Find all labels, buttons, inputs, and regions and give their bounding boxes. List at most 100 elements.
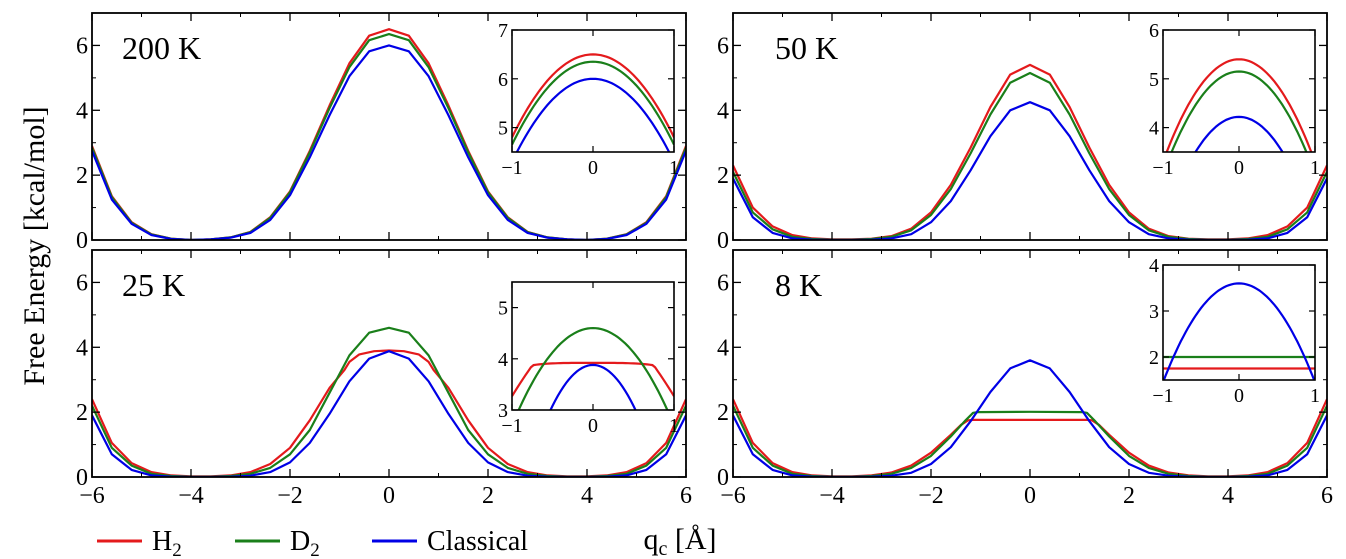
- x-tick-label: 0: [1024, 483, 1036, 509]
- panel-label: 25 K: [122, 267, 185, 303]
- inset-frame: [1162, 29, 1316, 153]
- legend: H2 D2 Classical: [97, 526, 528, 559]
- inset: −1 0 1 2 3 4: [1149, 255, 1320, 407]
- inset-series-line: [1165, 58, 1313, 152]
- x-tick-label: 0: [383, 483, 395, 509]
- series-line: [92, 350, 686, 477]
- x-axis-label-unit: [Å]: [667, 523, 716, 556]
- inset-frame: [1162, 264, 1316, 381]
- legend-label-subscript: 2: [310, 540, 320, 559]
- series-line: [733, 359, 1327, 477]
- inset-y-tick-label: 3: [1149, 301, 1159, 323]
- x-axis-label-subscript: c: [658, 538, 667, 559]
- panel-frame: [91, 12, 687, 241]
- inset: −1 0 1 4 5 6: [1149, 20, 1320, 179]
- legend-label-name: D: [290, 526, 310, 557]
- panel: 0 2 4 6 −6 −4 −2 0 2 4 6 8 K −1 0 1 2 3 4: [717, 249, 1333, 509]
- inset-series-line: [517, 326, 669, 410]
- x-tick-label: −2: [277, 483, 303, 509]
- y-tick-label: 2: [76, 400, 88, 426]
- inset-series-lines: [512, 53, 674, 152]
- y-tick-label: 0: [717, 228, 729, 254]
- inset-x-tick-label: −1: [501, 415, 522, 437]
- legend-entry: D2: [235, 526, 320, 559]
- y-tick-label: 2: [717, 163, 729, 189]
- legend-label-name: H: [152, 526, 172, 557]
- inset-x-tick-label: 0: [1234, 157, 1244, 179]
- inset-x-tick-label: −1: [1152, 157, 1173, 179]
- panel: 0 2 4 6 50 K −1 0 1 4 5 6: [717, 12, 1328, 254]
- y-tick-label: 6: [717, 33, 729, 59]
- inset-series-lines: [1165, 58, 1313, 152]
- inset-series-line: [515, 77, 671, 152]
- inset-x-tick-label: 0: [588, 157, 598, 179]
- y-tick-label: 4: [76, 98, 88, 124]
- inset-series-line: [512, 60, 674, 146]
- inset-series-line: [1163, 282, 1315, 380]
- inset-background: [512, 282, 674, 410]
- y-tick-label: 0: [717, 465, 729, 491]
- y-tick-label: 4: [76, 335, 88, 361]
- panel-frame: [91, 249, 687, 478]
- inset-x-tick-label: 1: [669, 415, 679, 437]
- x-tick-label: 6: [1321, 483, 1333, 509]
- series-line: [92, 28, 686, 240]
- legend-label-name: Classical: [427, 526, 528, 557]
- inset-y-tick-label: 5: [498, 298, 508, 320]
- x-tick-label: −6: [79, 483, 105, 509]
- y-tick-label: 6: [76, 33, 88, 59]
- inset-series-lines: [512, 326, 674, 410]
- x-tick-label: 2: [1123, 483, 1135, 509]
- inset-x-tick-label: −1: [501, 157, 522, 179]
- inset-y-tick-label: 4: [1149, 255, 1159, 277]
- x-axis-label: qc [Å]: [643, 523, 716, 559]
- panel-label: 200 K: [122, 30, 201, 66]
- inset-y-tick-label: 7: [498, 20, 508, 42]
- inset-y-tick-label: 6: [1149, 20, 1159, 42]
- inset-x-tick-label: 1: [669, 157, 679, 179]
- inset-background: [1163, 30, 1315, 152]
- inset-series-line: [1194, 115, 1284, 152]
- inset-background: [1163, 265, 1315, 380]
- inset-series-line: [512, 53, 674, 138]
- x-tick-label: −6: [720, 483, 746, 509]
- series-line: [92, 32, 686, 240]
- inset-y-tick-label: 4: [498, 349, 508, 371]
- inset-y-tick-label: 6: [498, 69, 508, 91]
- inset-series-lines: [1163, 282, 1315, 380]
- inset-series-line: [1170, 70, 1308, 152]
- x-axis-label-symbol: q: [643, 523, 658, 556]
- inset-background: [512, 30, 674, 152]
- series-line: [92, 44, 686, 240]
- inset-y-tick-label: 2: [1149, 347, 1159, 369]
- inset-y-tick-label: 3: [498, 400, 508, 422]
- panel: 0 2 4 6 200 K −1 0 1 5 6 7: [76, 12, 687, 254]
- x-tick-label: −2: [918, 483, 944, 509]
- inset-x-tick-label: 0: [588, 415, 598, 437]
- inset-series-line: [512, 361, 674, 397]
- legend-label-subscript: 2: [172, 540, 182, 559]
- y-axis-label: Free Energy [kcal/mol]: [18, 106, 51, 385]
- x-tick-label: 2: [482, 483, 494, 509]
- legend-entry: Classical: [372, 526, 528, 557]
- series-line: [733, 101, 1327, 240]
- inset-x-tick-label: 0: [1234, 385, 1244, 407]
- x-tick-label: −4: [178, 483, 204, 509]
- inset-series-line: [549, 363, 637, 410]
- series-line: [733, 405, 1327, 477]
- x-tick-label: 6: [680, 483, 692, 509]
- panel-frame: [732, 249, 1328, 478]
- y-tick-label: 4: [717, 335, 729, 361]
- inset-x-tick-label: 1: [1310, 385, 1320, 407]
- inset-x-tick-label: 1: [1310, 157, 1320, 179]
- y-tick-label: 2: [76, 163, 88, 189]
- y-tick-label: 4: [717, 98, 729, 124]
- legend-entry: H2: [97, 526, 182, 559]
- y-tick-label: 6: [717, 270, 729, 296]
- inset-x-tick-label: −1: [1152, 385, 1173, 407]
- inset: −1 0 1 5 6 7: [498, 20, 679, 179]
- inset-y-tick-label: 4: [1149, 118, 1159, 140]
- inset-y-tick-label: 5: [498, 118, 508, 140]
